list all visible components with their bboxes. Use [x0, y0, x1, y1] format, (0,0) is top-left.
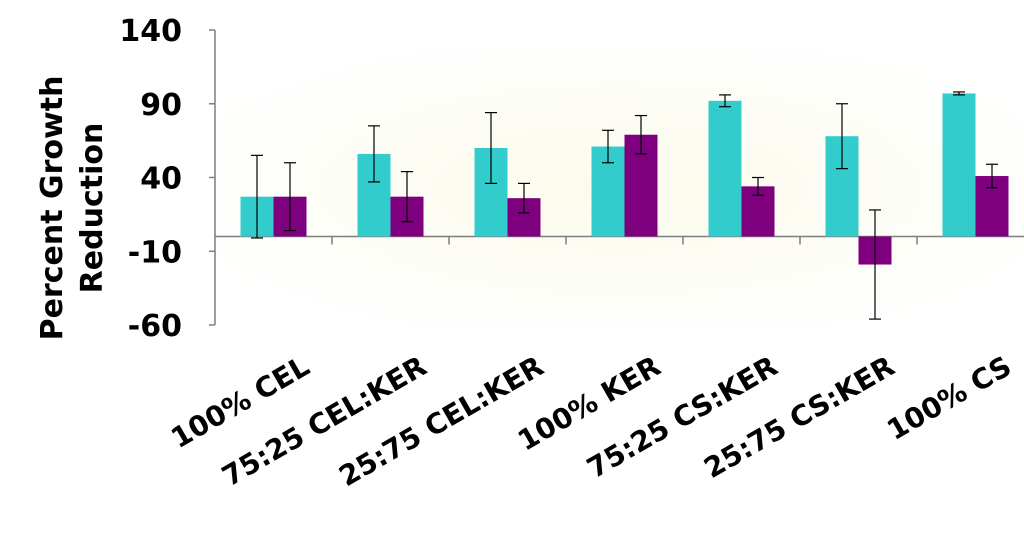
x-tick-label: 75:25 CEL:KER — [216, 349, 432, 493]
error-bar-series-2-2 — [401, 171, 413, 223]
bar-series-1-5 — [708, 100, 742, 237]
y-tick-label: -60 — [128, 309, 182, 344]
bar-series-1-7 — [942, 93, 976, 237]
error-bar-series-2-6 — [869, 209, 881, 320]
x-tick-label: 100% CS — [881, 349, 1017, 446]
error-bar-series-1-5 — [719, 94, 731, 108]
x-tick-label: 25:75 CEL:KER — [333, 349, 549, 493]
y-axis-label: Percent Growth Reduction — [35, 76, 110, 341]
x-tick-label: 75:25 CS:KER — [581, 349, 783, 484]
error-bar-series-2-1 — [284, 162, 296, 232]
error-bars — [251, 91, 998, 320]
y-tick-label: 90 — [140, 88, 182, 123]
y-axis-title-line: Reduction — [75, 123, 110, 294]
error-bar-series-2-7 — [986, 163, 998, 189]
error-bar-series-1-3 — [485, 111, 497, 184]
y-axis-ticks: 140 90 40 -10 -60 — [119, 14, 182, 344]
y-tick-label: 40 — [140, 162, 182, 197]
error-bar-series-1-4 — [602, 129, 614, 164]
y-tick-label: 140 — [119, 14, 182, 49]
error-bar-series-2-3 — [518, 182, 530, 214]
y-axis-title-line: Percent Growth — [35, 76, 70, 341]
bars — [240, 93, 1009, 265]
error-bar-series-1-1 — [251, 154, 263, 239]
error-bar-series-1-2 — [368, 125, 380, 183]
y-tick-label: -10 — [128, 235, 182, 270]
error-bar-series-2-5 — [752, 176, 764, 196]
error-bar-series-1-6 — [836, 103, 848, 170]
x-tick-label: 25:75 CS:KER — [698, 349, 900, 484]
error-bar-series-2-4 — [635, 114, 647, 155]
error-bar-series-1-7 — [953, 91, 965, 96]
